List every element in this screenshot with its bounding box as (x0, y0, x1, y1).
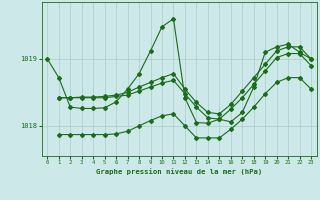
X-axis label: Graphe pression niveau de la mer (hPa): Graphe pression niveau de la mer (hPa) (96, 168, 262, 175)
